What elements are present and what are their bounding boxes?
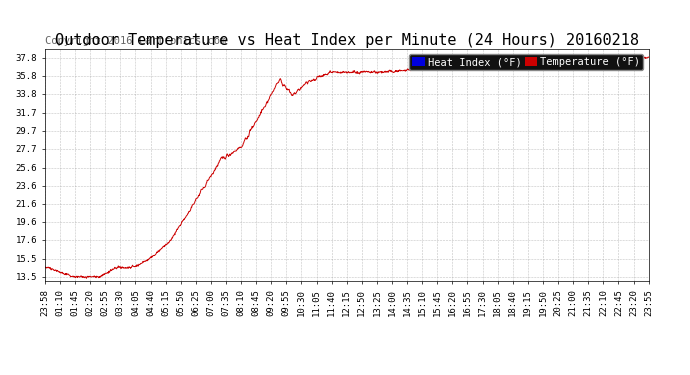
Title: Outdoor Temperature vs Heat Index per Minute (24 Hours) 20160218: Outdoor Temperature vs Heat Index per Mi… xyxy=(55,33,639,48)
Text: Copyright 2016 Cartronics.com: Copyright 2016 Cartronics.com xyxy=(45,36,226,46)
Legend: Heat Index (°F), Temperature (°F): Heat Index (°F), Temperature (°F) xyxy=(409,54,643,70)
